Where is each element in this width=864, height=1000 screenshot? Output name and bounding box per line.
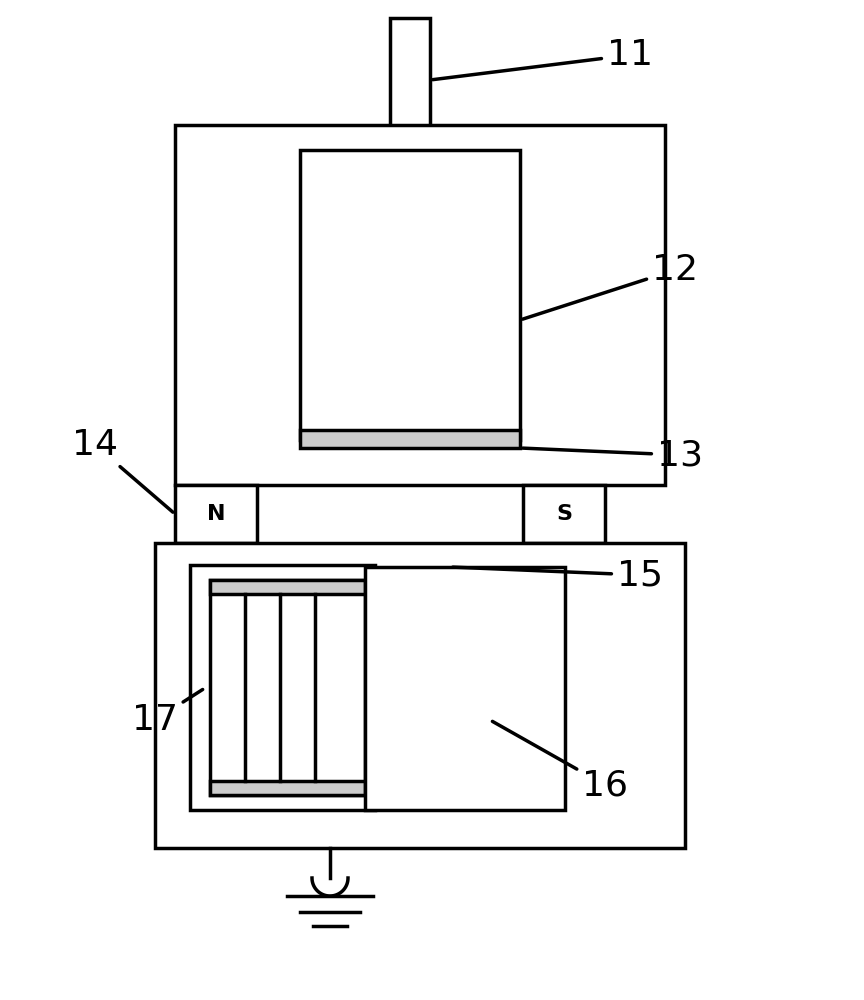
- Text: 12: 12: [523, 253, 698, 319]
- Bar: [300, 150, 520, 440]
- Text: 14: 14: [72, 428, 173, 512]
- Text: N: N: [206, 504, 226, 524]
- Text: 16: 16: [492, 721, 628, 802]
- Bar: [210, 580, 365, 594]
- Bar: [175, 125, 665, 485]
- Bar: [190, 565, 375, 810]
- Text: 17: 17: [132, 689, 203, 737]
- Bar: [210, 580, 365, 795]
- Text: 13: 13: [523, 438, 703, 472]
- Bar: [155, 543, 685, 848]
- Bar: [365, 567, 565, 810]
- Bar: [210, 781, 365, 795]
- Bar: [300, 430, 520, 448]
- Bar: [390, 18, 430, 130]
- Text: S: S: [556, 504, 572, 524]
- Bar: [523, 485, 605, 543]
- Text: 11: 11: [433, 38, 653, 80]
- Text: 15: 15: [453, 558, 663, 592]
- Bar: [175, 485, 257, 543]
